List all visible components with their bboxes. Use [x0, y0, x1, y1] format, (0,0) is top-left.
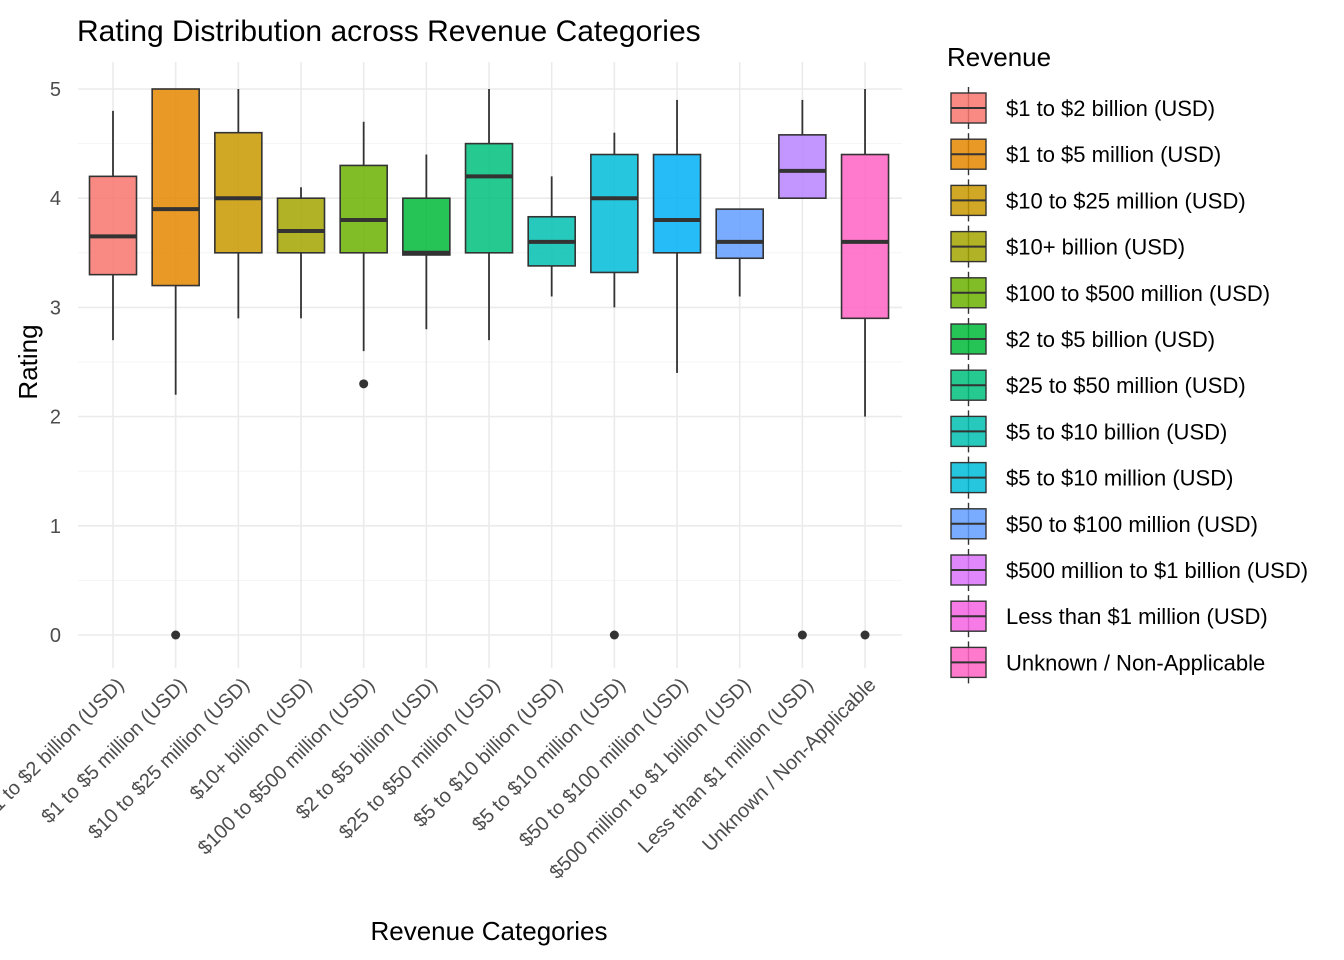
legend-item: $1 to $5 million (USD)	[950, 133, 1221, 176]
y-axis-ticks: 0 1 2 3 4 5	[50, 79, 61, 647]
legend-label: $10+ billion (USD)	[1006, 235, 1185, 260]
box-body	[464, 142, 514, 254]
legend-label: $1 to $2 billion (USD)	[1006, 96, 1215, 121]
legend-label: $50 to $100 million (USD)	[1006, 512, 1258, 537]
y-tick-label: 5	[50, 79, 61, 101]
box-7	[464, 89, 514, 341]
outlier-point	[860, 630, 870, 640]
legend-label: $100 to $500 million (USD)	[1006, 281, 1270, 306]
box-body	[652, 153, 702, 254]
legend-item: $500 million to $1 billion (USD)	[950, 549, 1308, 591]
box-body	[339, 164, 388, 254]
box-11	[715, 208, 765, 297]
y-tick-label: 3	[50, 297, 61, 319]
box-body	[778, 134, 827, 199]
x-axis-ticks: $1 to $2 billion (USD)$1 to $5 million (…	[0, 674, 881, 884]
legend-item: $2 to $5 billion (USD)	[950, 318, 1215, 360]
y-tick-label: 2	[50, 407, 61, 429]
box-13	[840, 89, 890, 640]
box-body	[214, 131, 263, 254]
outlier-point	[797, 630, 807, 640]
box-4	[276, 187, 326, 319]
box-10	[652, 99, 702, 373]
legend-label: $5 to $10 billion (USD)	[1006, 419, 1227, 444]
box-9	[590, 132, 639, 640]
chart-title: Rating Distribution across Revenue Categ…	[77, 15, 701, 48]
outlier-point	[609, 630, 619, 640]
legend-item: $100 to $500 million (USD)	[950, 271, 1270, 314]
box-3	[214, 89, 263, 319]
legend-label: $5 to $10 million (USD)	[1006, 466, 1233, 491]
x-axis-title: Revenue Categories	[370, 916, 607, 946]
box-1	[88, 110, 138, 341]
box-5	[339, 121, 388, 389]
legend-item: $5 to $10 billion (USD)	[950, 410, 1227, 453]
legend-title: Revenue	[947, 42, 1051, 72]
box-body	[590, 153, 639, 274]
legend-item: $50 to $100 million (USD)	[950, 502, 1258, 545]
box-body	[151, 88, 200, 287]
legend-label: Less than $1 million (USD)	[1006, 604, 1268, 629]
legend-label: $10 to $25 million (USD)	[1006, 188, 1246, 213]
box-body	[88, 175, 138, 276]
y-axis-title: Rating	[13, 324, 43, 399]
box-6	[402, 154, 451, 330]
legend-item: $1 to $2 billion (USD)	[950, 87, 1215, 129]
outlier-point	[359, 379, 369, 389]
legend-item: Unknown / Non-Applicable	[950, 641, 1265, 684]
box-body	[276, 197, 326, 254]
box-2	[151, 88, 200, 640]
legend-label: $25 to $50 million (USD)	[1006, 373, 1246, 398]
legend-item: $10+ billion (USD)	[950, 225, 1185, 268]
y-tick-label: 0	[50, 625, 61, 647]
y-tick-label: 4	[50, 188, 61, 210]
legend-item: Less than $1 million (USD)	[950, 595, 1268, 638]
legend-item: $10 to $25 million (USD)	[950, 179, 1246, 222]
legend-item: $5 to $10 million (USD)	[950, 456, 1233, 499]
legend-label: Unknown / Non-Applicable	[1006, 650, 1265, 675]
outlier-point	[171, 630, 181, 640]
legend: Revenue $1 to $2 billion (USD) $1 to $5 m…	[947, 42, 1308, 684]
box-8	[527, 176, 576, 297]
box-body	[715, 208, 765, 260]
legend-label: $2 to $5 billion (USD)	[1006, 327, 1215, 352]
legend-label: $1 to $5 million (USD)	[1006, 142, 1221, 167]
box-12	[778, 99, 827, 640]
legend-label: $500 million to $1 billion (USD)	[1006, 558, 1308, 583]
box-body	[840, 153, 890, 320]
y-tick-label: 1	[50, 516, 61, 538]
legend-item: $25 to $50 million (USD)	[950, 364, 1246, 407]
box-series	[88, 88, 890, 640]
box-body	[402, 197, 451, 256]
